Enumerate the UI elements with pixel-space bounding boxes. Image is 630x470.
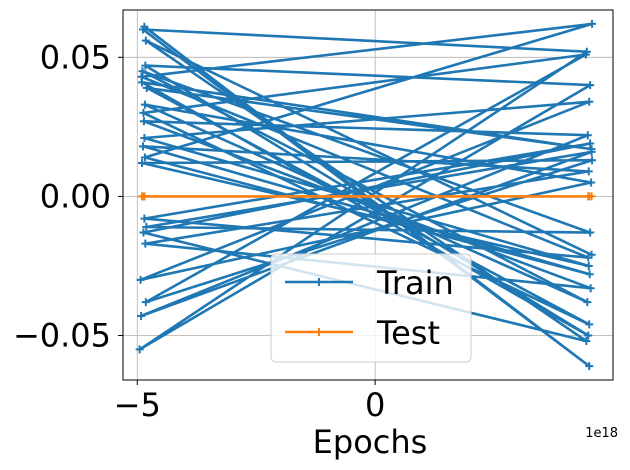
data-point <box>142 83 151 92</box>
legend-label: Test <box>376 314 440 352</box>
data-point <box>140 214 149 223</box>
data-point <box>585 320 594 329</box>
y-tick-label: 0.05 <box>40 38 111 76</box>
series-layer <box>135 19 597 371</box>
legend-marker <box>315 328 323 336</box>
data-point <box>587 178 596 187</box>
data-point <box>584 192 593 201</box>
data-point <box>138 142 147 151</box>
data-point <box>584 331 593 340</box>
data-point <box>140 100 149 109</box>
data-point <box>139 108 148 117</box>
data-point <box>585 362 594 371</box>
x-axis: −5 0 <box>114 380 385 424</box>
series-line <box>138 22 594 368</box>
data-point <box>140 153 149 162</box>
data-point <box>137 72 146 81</box>
legend-label: Train <box>376 264 454 302</box>
data-point <box>586 228 595 237</box>
data-point <box>586 81 595 90</box>
data-point <box>587 250 596 259</box>
data-point <box>585 97 594 106</box>
data-point <box>139 117 148 126</box>
data-point <box>583 298 592 307</box>
x-axis-offset-label: 1e18 <box>585 426 618 441</box>
data-point <box>585 270 594 279</box>
data-point <box>142 222 151 231</box>
data-point <box>141 61 150 70</box>
x-tick-label: −5 <box>114 386 161 424</box>
data-point <box>588 19 597 28</box>
data-point <box>138 159 147 168</box>
data-point <box>581 50 590 59</box>
data-point <box>137 312 146 321</box>
data-point <box>135 345 144 354</box>
data-point <box>139 228 148 237</box>
data-point <box>141 36 150 45</box>
data-point <box>584 167 593 176</box>
data-point <box>583 131 592 140</box>
data-point <box>586 284 595 293</box>
y-tick-label: −0.05 <box>13 316 111 354</box>
series-train <box>135 19 597 371</box>
data-point <box>141 239 150 248</box>
legend: Train Test <box>270 253 472 363</box>
series-test <box>138 192 596 201</box>
y-tick-label: 0.00 <box>40 177 111 215</box>
data-point <box>582 337 591 346</box>
data-point <box>141 298 150 307</box>
x-tick-label: 0 <box>365 386 385 424</box>
data-point <box>138 192 147 201</box>
data-point <box>588 156 597 165</box>
x-axis-label: Epochs <box>313 423 428 461</box>
y-axis: −0.05 0.00 0.05 <box>13 38 123 354</box>
data-point <box>136 275 145 284</box>
data-point <box>586 139 595 148</box>
data-point <box>587 147 596 156</box>
plot-frame <box>122 9 614 381</box>
data-point <box>584 261 593 270</box>
data-point <box>140 133 149 142</box>
data-point <box>138 25 147 34</box>
legend-marker <box>315 278 323 286</box>
